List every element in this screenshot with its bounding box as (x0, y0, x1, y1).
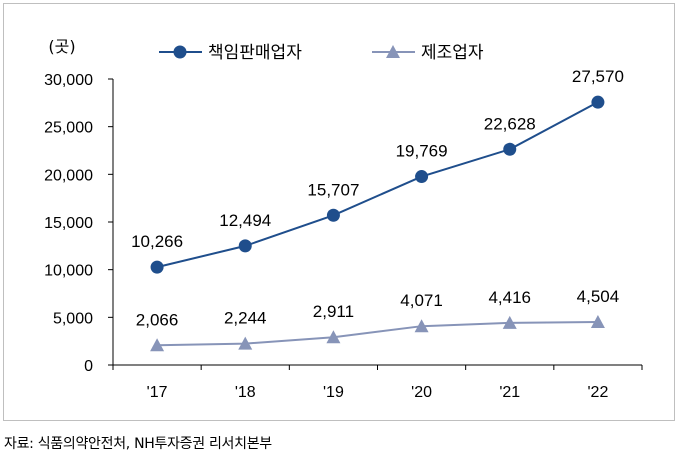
data-point-triangle (590, 315, 605, 329)
source-note: 자료: 식품의약안전처, NH투자증권 리서치본부 (4, 436, 272, 452)
data-label: 19,769 (396, 142, 448, 161)
data-point-triangle (414, 319, 429, 333)
y-tick-label: 0 (84, 358, 93, 375)
data-point-circle (326, 208, 340, 222)
series-1: 10,266 12,494 15,707 19,769 22,628 27,570 (131, 67, 624, 274)
data-point-triangle (150, 338, 165, 352)
data-point-triangle (326, 330, 341, 344)
y-tick-label: 5,000 (53, 310, 93, 327)
series-2: 2,066 2,244 2,911 4,071 4,416 4,504 (136, 287, 620, 352)
data-label: 10,266 (131, 232, 183, 251)
data-point-circle (238, 239, 252, 253)
series-line-1 (156, 101, 599, 269)
data-label: 12,494 (219, 211, 271, 230)
data-point-triangle (502, 315, 517, 329)
data-label: 22,628 (484, 114, 536, 133)
x-tick-label: '22 (587, 384, 608, 401)
data-label: 4,416 (488, 288, 531, 307)
data-point-circle (415, 170, 429, 184)
x-tick-label: '21 (499, 384, 520, 401)
data-point-triangle (238, 336, 253, 350)
data-label: 2,911 (313, 302, 354, 321)
data-label: 27,570 (572, 67, 624, 86)
y-tick-label: 10,000 (44, 263, 93, 280)
legend-label-2: 제조업자 (421, 43, 484, 63)
data-point-circle (591, 95, 605, 109)
line-chart: (곳) 0 5,000 10,000 15,000 20,000 25,000 30,000… (44, 37, 643, 401)
y-tick-label: 20,000 (44, 167, 93, 184)
y-tick-label: 25,000 (44, 120, 93, 137)
data-label: 15,707 (307, 180, 359, 199)
series-layer: 10,266 12,494 15,707 19,769 22,628 27,570 2,06… (131, 67, 624, 352)
y-tick-label: 15,000 (44, 215, 93, 232)
legend: 책임판매업자 제조업자 (159, 43, 484, 63)
series-line-2 (157, 321, 598, 347)
legend-marker-circle (173, 45, 187, 59)
y-axis-unit-label: (곳) (48, 37, 75, 56)
data-point-circle (150, 260, 164, 274)
x-tick-label: '18 (235, 384, 256, 401)
axes: 0 5,000 10,000 15,000 20,000 25,000 30,000 '17 '… (44, 72, 643, 401)
data-label: 2,066 (136, 310, 179, 329)
legend-marker-triangle (386, 45, 400, 58)
data-point-circle (503, 142, 517, 156)
legend-label-1: 책임판매업자 (208, 43, 302, 63)
data-label: 4,071 (400, 291, 443, 310)
x-tick-label: '17 (147, 384, 168, 401)
y-tick-label: 30,000 (44, 72, 93, 89)
x-tick-label: '19 (323, 384, 344, 401)
data-label: 2,244 (224, 309, 267, 328)
data-label: 4,504 (577, 287, 620, 306)
chart-frame (3, 3, 675, 421)
x-tick-label: '20 (411, 384, 432, 401)
